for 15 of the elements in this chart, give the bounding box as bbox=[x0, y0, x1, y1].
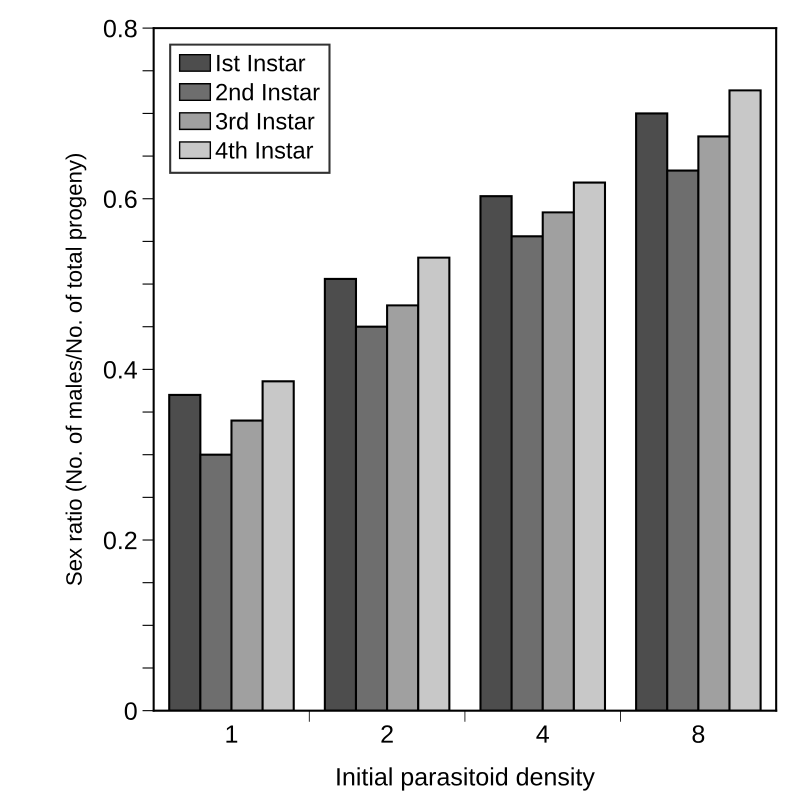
legend-label: 4th Instar bbox=[216, 141, 314, 159]
x-tick-label: 1 bbox=[226, 725, 238, 743]
legend-label: 3rd Instar bbox=[216, 112, 314, 130]
y-tick-label: 0.8 bbox=[104, 20, 137, 38]
legend-label: Ist Instar bbox=[217, 54, 306, 72]
x-tick-label: 2 bbox=[381, 725, 393, 743]
x-tick-label: 4 bbox=[536, 725, 549, 743]
y-tick-label: 0.2 bbox=[104, 532, 136, 550]
x-tick-label: 8 bbox=[692, 725, 704, 743]
legend-label: 2nd Instar bbox=[216, 83, 320, 101]
y-axis-title: Sex ratio (No. of males/No. of total progeny) bbox=[66, 154, 86, 586]
y-tick-label: 0 bbox=[124, 702, 137, 720]
x-axis-title: Initial parasitoid density bbox=[337, 767, 595, 791]
y-tick-label: 0.4 bbox=[104, 360, 137, 379]
y-tick-label: 0.6 bbox=[104, 190, 137, 208]
